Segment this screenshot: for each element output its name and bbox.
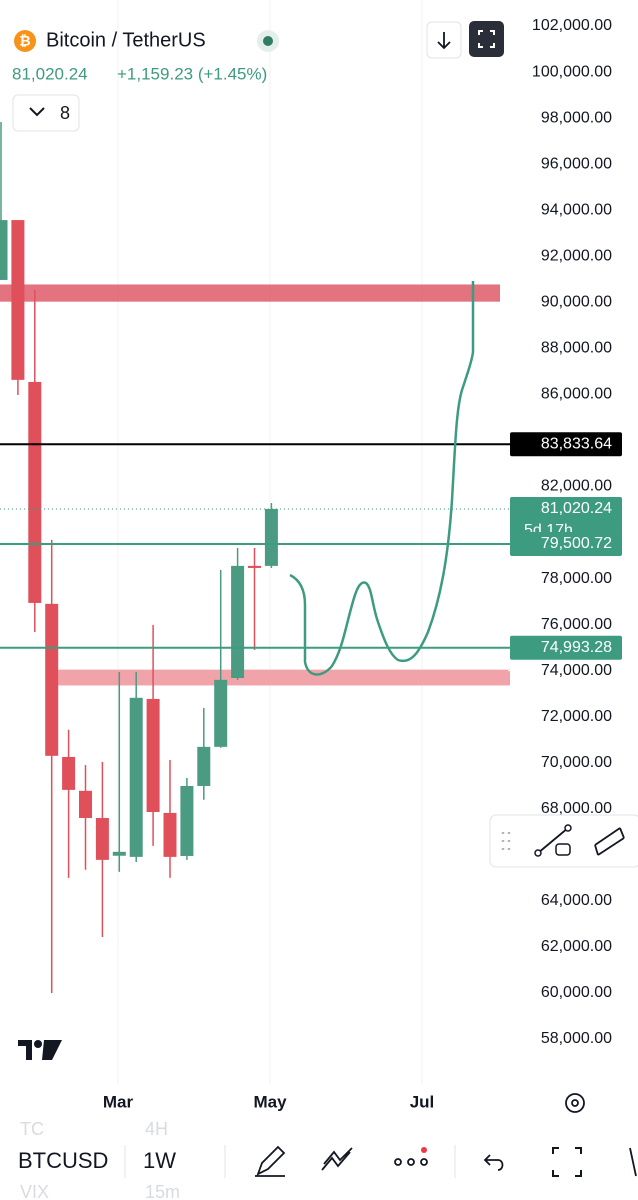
undo-button[interactable] <box>483 1154 504 1171</box>
y-tick-label: 70,000.00 <box>541 754 612 771</box>
y-tick-label: 86,000.00 <box>541 386 612 403</box>
y-tick-label: 60,000.00 <box>541 984 612 1001</box>
price-tag-label: 79,500.72 <box>541 535 612 552</box>
zone <box>58 669 510 686</box>
plot <box>0 122 510 993</box>
toolbar-symbol[interactable]: BTCUSD <box>18 1148 108 1173</box>
more-dot <box>407 1158 415 1166</box>
coin-glyph: ₿ <box>19 33 30 49</box>
faded-interval: 15m <box>145 1182 180 1200</box>
candle-body <box>214 679 228 747</box>
y-tick-label: 102,000.00 <box>532 17 612 34</box>
fullscreen-button[interactable] <box>469 21 504 57</box>
more-button[interactable] <box>394 1158 402 1166</box>
price-tag <box>510 432 622 457</box>
y-tick-label: 68,000.00 <box>541 800 612 817</box>
candle-body <box>197 746 211 786</box>
settings-core <box>571 1099 579 1107</box>
price-tag-label: 74,993.28 <box>541 639 612 656</box>
last-price: 81,020.24 <box>12 64 88 83</box>
price-tag <box>510 531 622 556</box>
toolbar-interval[interactable]: 1W <box>143 1148 176 1173</box>
fullscreen-icon <box>478 30 495 48</box>
zone <box>0 284 500 302</box>
y-tick-label: 100,000.00 <box>532 63 612 80</box>
x-tick-label: Mar <box>103 1092 134 1111</box>
candle-body <box>11 220 25 380</box>
settings-button[interactable] <box>565 1093 585 1113</box>
drawing <box>289 281 475 676</box>
candle-body <box>146 698 160 812</box>
price-tag-label: 83,833.64 <box>541 435 612 452</box>
candle-body <box>45 603 59 756</box>
candle-body <box>95 817 109 860</box>
y-tick-label: 72,000.00 <box>541 708 612 725</box>
indicator-count: 8 <box>60 103 70 123</box>
candle-body <box>112 851 126 856</box>
trendline-tool[interactable] <box>537 827 569 854</box>
y-tick-label: 96,000.00 <box>541 155 612 172</box>
price-tag <box>510 497 622 544</box>
price-axis: 58,000.0060,000.0062,000.0064,000.0066,0… <box>103 17 622 1111</box>
x-tick-label: Jul <box>410 1092 435 1111</box>
tool-badge <box>555 843 571 856</box>
drawing-tools <box>489 814 638 868</box>
price-change: +1,159.23 (+1.45%) <box>117 64 267 83</box>
more-edge <box>629 1147 637 1177</box>
download-icon <box>437 32 451 50</box>
more-dot <box>420 1158 428 1166</box>
symbol[interactable]: Bitcoin / TetherUS <box>46 29 206 51</box>
y-tick-label: 78,000.00 <box>541 570 612 587</box>
candle-body <box>264 509 278 566</box>
y-tick-label: 92,000.00 <box>541 247 612 264</box>
y-tick-label: 82,000.00 <box>541 478 612 495</box>
price-tag <box>510 635 622 660</box>
y-tick-label: 74,000.00 <box>541 662 612 679</box>
indicators-button[interactable] <box>12 94 80 132</box>
candle-body <box>79 790 92 818</box>
candle-body <box>180 785 194 856</box>
candle-body <box>129 697 143 857</box>
handle <box>564 824 572 832</box>
candle-body <box>0 220 8 280</box>
y-tick-label: 98,000.00 <box>541 109 612 126</box>
drag-handle[interactable] <box>501 832 511 850</box>
draw-button[interactable] <box>255 1145 286 1177</box>
channel-tool[interactable] <box>594 827 625 856</box>
y-tick-label: 62,000.00 <box>541 938 612 955</box>
y-tick-label: 88,000.00 <box>541 340 612 357</box>
candle-body <box>248 565 261 568</box>
y-tick-label: 64,000.00 <box>541 892 612 909</box>
x-tick-label: May <box>253 1092 287 1111</box>
price-tag-label: 81,020.24 <box>541 500 612 517</box>
coin-icon <box>14 30 36 52</box>
faded-symbol: TC <box>20 1119 44 1139</box>
fullscreen-toggle[interactable] <box>552 1147 582 1177</box>
candle-body <box>28 381 42 603</box>
logo <box>18 1040 62 1060</box>
candle-body <box>231 565 245 679</box>
logo-dot <box>34 1040 42 1048</box>
candle-body <box>163 812 177 857</box>
y-tick-label: 94,000.00 <box>541 201 612 218</box>
y-tick-label: 58,000.00 <box>541 1030 612 1047</box>
faded-interval: 4H <box>145 1119 168 1139</box>
status-dot <box>263 36 273 46</box>
indicators-button[interactable] <box>321 1147 353 1171</box>
faded-symbol: VIX <box>20 1182 49 1200</box>
notification-dot <box>421 1147 427 1153</box>
y-tick-label: 90,000.00 <box>541 293 612 310</box>
y-tick-label: 76,000.00 <box>541 616 612 633</box>
handle <box>534 849 542 857</box>
chevron <box>29 107 45 117</box>
candle-body <box>62 756 76 790</box>
